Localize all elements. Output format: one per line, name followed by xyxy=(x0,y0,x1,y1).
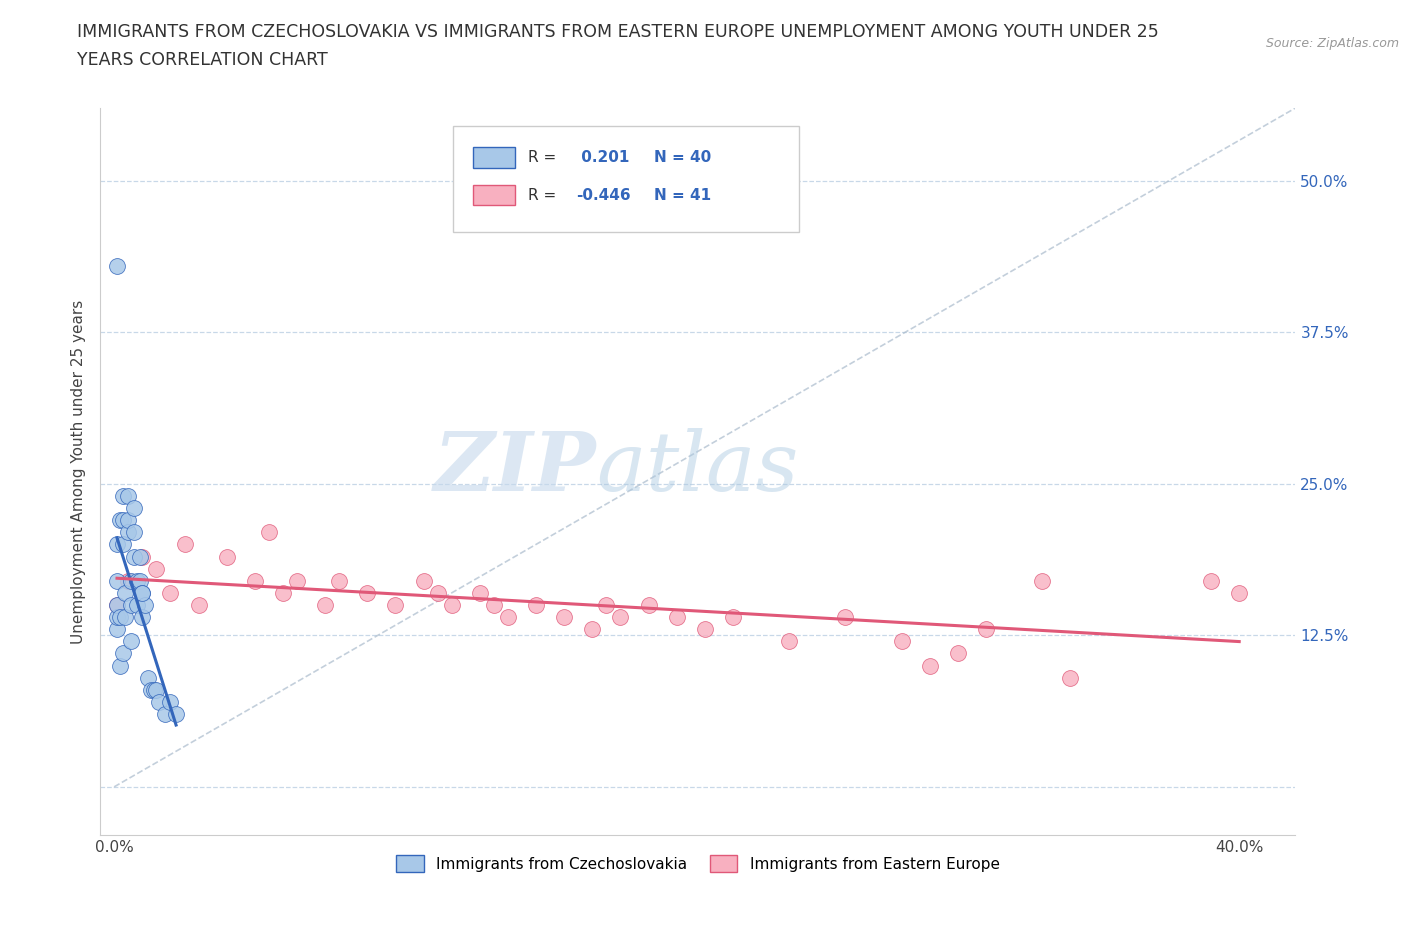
Point xyxy=(946,646,969,661)
Point xyxy=(139,683,162,698)
Point xyxy=(553,610,575,625)
Point xyxy=(581,622,603,637)
Point xyxy=(595,598,617,613)
Point xyxy=(834,610,856,625)
Point xyxy=(117,525,139,539)
Text: -0.446: -0.446 xyxy=(576,188,630,203)
Point xyxy=(145,561,167,576)
Point xyxy=(117,512,139,527)
Point xyxy=(128,573,150,588)
Point xyxy=(131,549,153,564)
Point xyxy=(271,585,294,600)
Point xyxy=(1199,573,1222,588)
Point xyxy=(890,634,912,649)
Point xyxy=(122,500,145,515)
Point xyxy=(134,598,156,613)
Point xyxy=(120,634,142,649)
Point xyxy=(637,598,659,613)
Y-axis label: Unemployment Among Youth under 25 years: Unemployment Among Youth under 25 years xyxy=(72,299,86,644)
Text: R =: R = xyxy=(529,188,561,203)
Point xyxy=(384,598,406,613)
Text: IMMIGRANTS FROM CZECHOSLOVAKIA VS IMMIGRANTS FROM EASTERN EUROPE UNEMPLOYMENT AM: IMMIGRANTS FROM CZECHOSLOVAKIA VS IMMIGR… xyxy=(77,23,1159,41)
Point xyxy=(215,549,238,564)
Text: YEARS CORRELATION CHART: YEARS CORRELATION CHART xyxy=(77,51,328,69)
Point xyxy=(187,598,209,613)
Point xyxy=(356,585,378,600)
Point xyxy=(111,512,134,527)
Point xyxy=(105,610,128,625)
Point xyxy=(128,549,150,564)
Point xyxy=(105,622,128,637)
Point xyxy=(440,598,463,613)
Point xyxy=(257,525,280,539)
FancyBboxPatch shape xyxy=(472,147,515,167)
Point xyxy=(120,573,142,588)
Point xyxy=(111,646,134,661)
Point xyxy=(108,658,131,673)
Point xyxy=(974,622,997,637)
Point xyxy=(524,598,547,613)
Point xyxy=(609,610,631,625)
Text: N = 40: N = 40 xyxy=(654,150,711,165)
Point xyxy=(314,598,336,613)
Point xyxy=(1031,573,1053,588)
Point xyxy=(1227,585,1250,600)
Point xyxy=(136,671,159,685)
Point xyxy=(111,488,134,503)
FancyBboxPatch shape xyxy=(453,126,800,232)
Point xyxy=(721,610,744,625)
Point xyxy=(117,488,139,503)
Point xyxy=(125,598,148,613)
Point xyxy=(496,610,519,625)
Point xyxy=(243,573,266,588)
Point xyxy=(412,573,434,588)
Text: R =: R = xyxy=(529,150,561,165)
Text: ZIP: ZIP xyxy=(433,428,596,508)
Point xyxy=(665,610,688,625)
Point xyxy=(120,598,142,613)
Point xyxy=(153,707,176,722)
Point xyxy=(482,598,505,613)
Point xyxy=(105,573,128,588)
Point xyxy=(426,585,449,600)
Point xyxy=(165,707,187,722)
Point xyxy=(114,610,136,625)
Point xyxy=(108,512,131,527)
Point xyxy=(145,683,167,698)
Point xyxy=(108,610,131,625)
Point xyxy=(918,658,941,673)
Point xyxy=(111,537,134,551)
Point xyxy=(105,598,128,613)
Point xyxy=(122,549,145,564)
Point xyxy=(105,259,128,273)
Point xyxy=(105,598,128,613)
Point xyxy=(105,537,128,551)
Point xyxy=(148,695,170,710)
Text: 0.201: 0.201 xyxy=(576,150,630,165)
Text: N = 41: N = 41 xyxy=(654,188,710,203)
Point xyxy=(125,573,148,588)
Point xyxy=(117,573,139,588)
Point xyxy=(142,683,165,698)
Text: atlas: atlas xyxy=(596,428,799,508)
Legend: Immigrants from Czechoslovakia, Immigrants from Eastern Europe: Immigrants from Czechoslovakia, Immigran… xyxy=(389,849,1005,879)
FancyBboxPatch shape xyxy=(472,185,515,206)
Point xyxy=(114,585,136,600)
Point xyxy=(1059,671,1081,685)
Point xyxy=(131,610,153,625)
Point xyxy=(173,537,195,551)
Point xyxy=(693,622,716,637)
Text: Source: ZipAtlas.com: Source: ZipAtlas.com xyxy=(1265,37,1399,50)
Point xyxy=(122,525,145,539)
Point xyxy=(468,585,491,600)
Point xyxy=(131,585,153,600)
Point xyxy=(285,573,308,588)
Point xyxy=(131,585,153,600)
Point xyxy=(159,585,181,600)
Point xyxy=(778,634,800,649)
Point xyxy=(159,695,181,710)
Point xyxy=(328,573,350,588)
